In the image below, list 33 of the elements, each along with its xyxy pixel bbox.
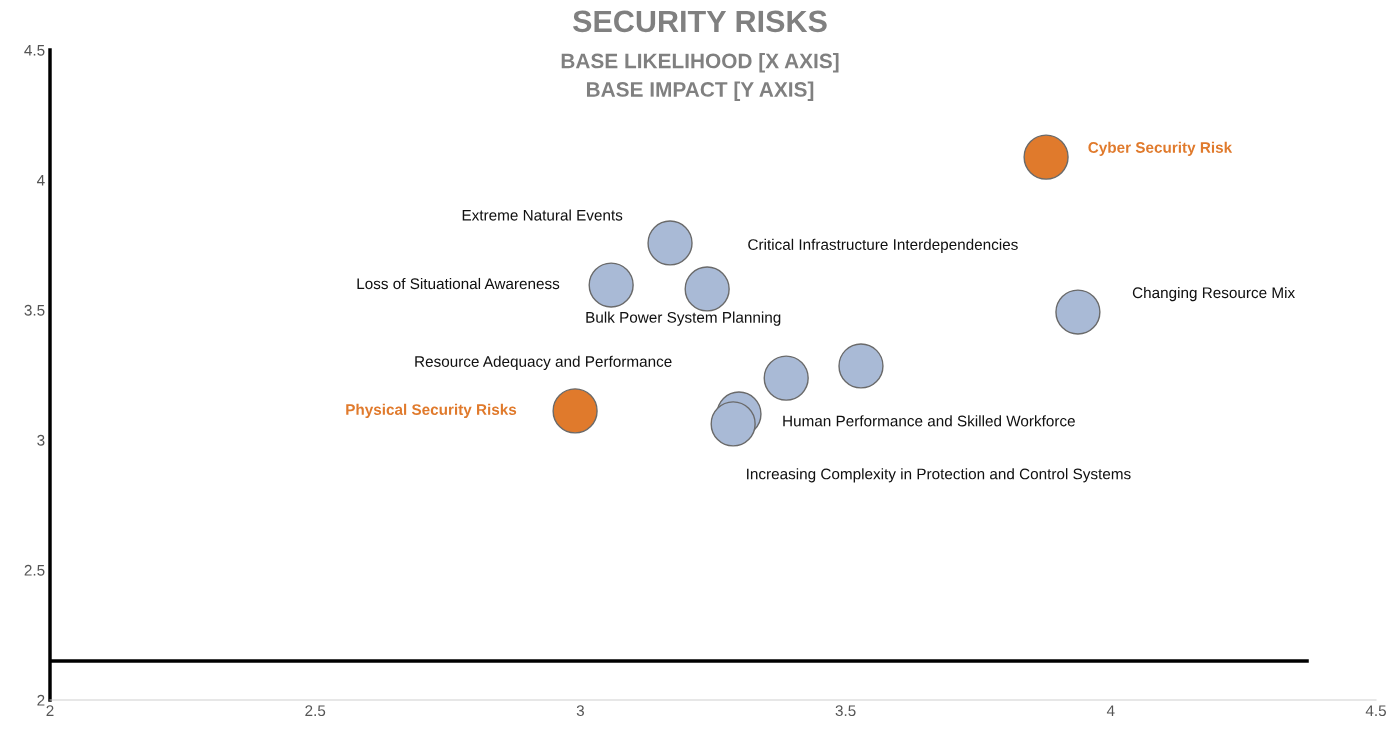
annotation: Human Performance and Skilled Workforce (783, 415, 1075, 427)
annotation: Resource Adequacy and Performance (415, 355, 672, 370)
annotation: Loss of Situational Awareness (357, 277, 560, 290)
annotation: Bulk Power System Planning (586, 311, 781, 326)
point (1023, 134, 1069, 180)
annotation: Extreme Natural Events (462, 209, 623, 221)
annotation: Changing Resource Mix (1132, 286, 1295, 302)
point (710, 401, 756, 447)
x-tick-label: 4.5 (1365, 705, 1386, 717)
annotation: Critical Infrastructure Interdependencies (748, 238, 1018, 254)
point (763, 355, 809, 401)
point (552, 388, 598, 434)
y-tick-label: 2 (37, 694, 45, 706)
text: BASE LIKELIHOOD [X AXIS] BASE IMPACT [Y AXIS] (561, 53, 839, 101)
annotation: Cyber Security Risk (1088, 141, 1233, 156)
y-tick-label: 4 (36, 175, 45, 186)
point (647, 220, 693, 266)
x-tick-label: 4 (1106, 705, 1115, 716)
annotation: Physical Security Risks (346, 403, 517, 418)
point (1055, 289, 1101, 335)
chart-title: SECURITY RISKS (572, 10, 827, 33)
x-tick-label: 2 (46, 705, 54, 716)
point (838, 343, 884, 389)
x-tick-label: 3.5 (835, 705, 856, 717)
y-tick-label: 2.5 (24, 564, 45, 576)
x-tick-label: 2.5 (305, 705, 326, 717)
y-tick-label: 4.5 (24, 45, 45, 56)
annotation: Increasing Complexity in Protection and Control Systems (747, 468, 1131, 483)
y-tick-label: 3 (37, 434, 45, 446)
point (684, 266, 730, 312)
y-tick-label: 3.5 (24, 304, 45, 316)
point (588, 262, 634, 308)
x-tick-label: 3 (576, 705, 584, 717)
